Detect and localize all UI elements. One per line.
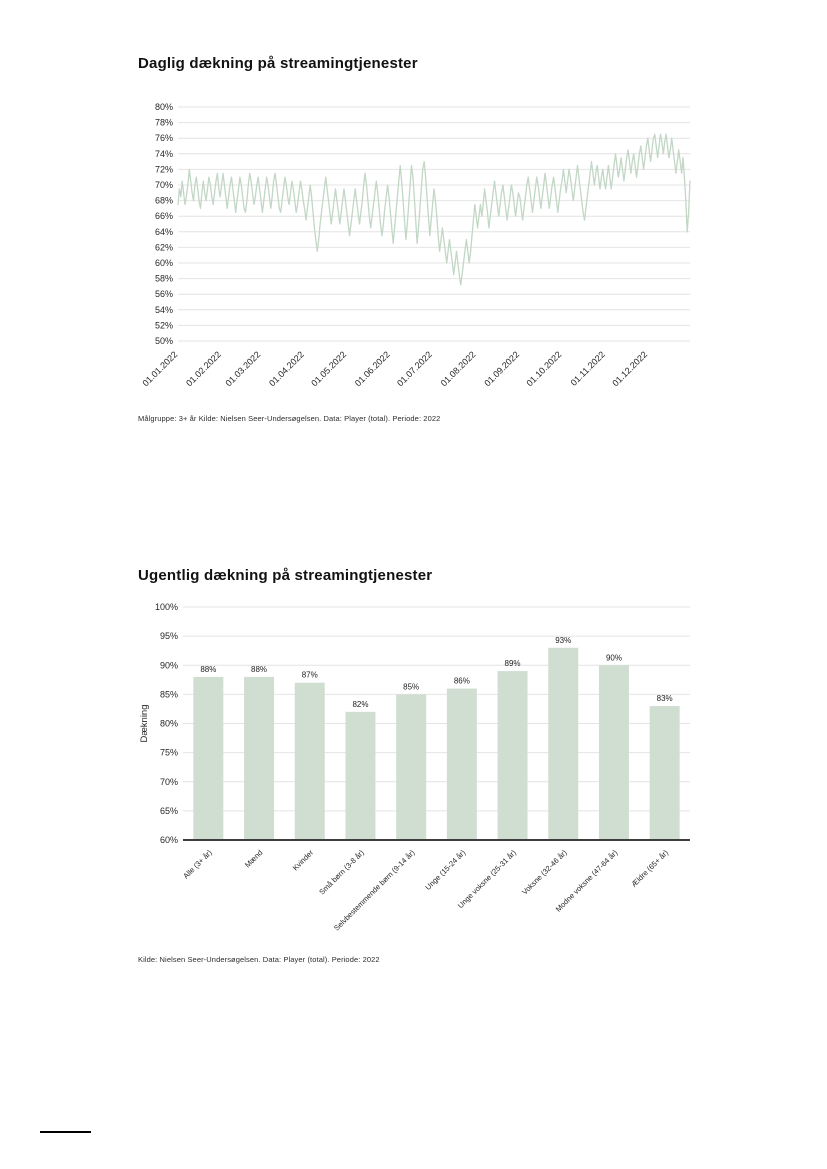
bar: [345, 711, 376, 840]
weekly-chart-footnote: Kilde: Nielsen Seer-Undersøgelsen. Data:…: [138, 955, 380, 964]
bars: [193, 647, 680, 840]
y-tick-label: 65%: [160, 806, 178, 816]
bar: [598, 665, 629, 840]
bar: [497, 671, 528, 840]
y-tick-label: 74%: [155, 149, 173, 159]
bar: [193, 676, 224, 840]
y-tick-labels: 100% 95% 90% 85% 80% 75% 70% 65% 60%: [155, 602, 178, 845]
x-category-label: Ældre (65+ år): [629, 848, 670, 889]
y-tick-label: 60%: [155, 258, 173, 268]
x-tick-label: 01.09.2022: [482, 349, 521, 388]
bar: [649, 706, 680, 840]
x-category-label: Selvbestemmende børn (9-14 år): [332, 848, 417, 933]
weekly-coverage-bar-chart: 100% 95% 90% 85% 80% 75% 70% 65% 60% 88% 88% 87% 82%…: [139, 602, 690, 933]
bar: [396, 694, 427, 840]
y-tick-label: 56%: [155, 289, 173, 299]
bar-value-label: 86%: [454, 677, 470, 686]
bar-value-label: 85%: [403, 682, 419, 691]
bar-value-label: 83%: [657, 694, 673, 703]
x-tick-label: 01.04.2022: [267, 349, 306, 388]
x-tick-label: 01.01.2022: [140, 349, 179, 388]
x-category-label: Unge voksne (25-31 år): [456, 848, 518, 910]
y-tick-label: 78%: [155, 118, 173, 128]
bar-value-label: 93%: [555, 636, 571, 645]
y-tick-label: 70%: [160, 777, 178, 787]
daily-coverage-line-chart: 80% 78% 76% 74% 72% 70% 68% 66% 64% 62% 60% 58% 56% 5…: [140, 102, 691, 388]
x-category-label: Kvinder: [291, 848, 316, 873]
y-tick-label: 58%: [155, 274, 173, 284]
x-tick-label: 01.05.2022: [309, 349, 348, 388]
x-category-label: Voksne (32-46 år): [520, 848, 569, 897]
y-tick-label: 90%: [160, 660, 178, 670]
bar-value-label: 89%: [505, 659, 521, 668]
x-tick-label: 01.08.2022: [439, 349, 478, 388]
daily-chart-title: Daglig dækning på streamingtjenester: [138, 55, 418, 72]
footer-rule: [40, 1131, 91, 1133]
y-tick-label: 66%: [155, 211, 173, 221]
y-tick-label: 75%: [160, 748, 178, 758]
y-tick-labels: 80% 78% 76% 74% 72% 70% 68% 66% 64% 62% 60% 58% 56% 5…: [155, 102, 173, 346]
bar: [446, 688, 477, 840]
bar-value-label: 87%: [302, 671, 318, 680]
y-tick-label: 70%: [155, 180, 173, 190]
daily-coverage-series: [177, 133, 691, 286]
x-category-label: Små børn (3-8 år): [317, 848, 366, 897]
x-tick-label: 01.10.2022: [524, 349, 563, 388]
bar: [244, 676, 275, 840]
x-category-label: Mænd: [243, 848, 264, 869]
x-tick-label: 01.06.2022: [353, 349, 392, 388]
bar-value-label: 90%: [606, 653, 622, 662]
weekly-chart-title: Ugentlig dækning på streamingtjenester: [138, 567, 433, 584]
y-tick-label: 52%: [155, 320, 173, 330]
y-tick-label: 50%: [155, 336, 173, 346]
x-tick-label: 01.12.2022: [610, 349, 649, 388]
x-category-label: Unge (15-24 år): [423, 848, 467, 892]
bar-value-label: 88%: [251, 665, 267, 674]
x-tick-label: 01.03.2022: [223, 349, 262, 388]
y-tick-label: 64%: [155, 227, 173, 237]
y-tick-label: 85%: [160, 689, 178, 699]
x-tick-label: 01.11.2022: [569, 349, 607, 387]
bar: [548, 647, 579, 840]
x-tick-labels: 01.01.2022 01.02.2022 01.03.2022 01.04.2022…: [140, 349, 649, 388]
y-axis-title: Dækning: [139, 704, 150, 742]
bar-value-label: 88%: [200, 665, 216, 674]
y-gridlines: [178, 106, 690, 342]
x-tick-label: 01.02.2022: [184, 349, 223, 388]
y-tick-label: 54%: [155, 305, 173, 315]
y-tick-label: 80%: [160, 719, 178, 729]
y-tick-label: 95%: [160, 631, 178, 641]
bar: [294, 682, 325, 840]
bar-value-labels: 88% 88% 87% 82% 85% 86% 89% 93% 90% 83%: [200, 636, 672, 709]
x-category-label: Alle (3+ år): [181, 848, 214, 881]
x-tick-label: 01.07.2022: [395, 349, 434, 388]
y-tick-label: 68%: [155, 196, 173, 206]
x-category-labels: Alle (3+ år) Mænd Kvinder Små børn (3-8 år)…: [181, 848, 670, 933]
y-tick-label: 62%: [155, 242, 173, 252]
y-tick-label: 76%: [155, 133, 173, 143]
y-tick-label: 72%: [155, 164, 173, 174]
daily-chart-footnote: Målgruppe: 3+ år Kilde: Nielsen Seer-Und…: [138, 414, 441, 423]
y-tick-label: 60%: [160, 835, 178, 845]
y-tick-label: 80%: [155, 102, 173, 112]
bar-value-label: 82%: [352, 700, 368, 709]
y-tick-label: 100%: [155, 602, 178, 612]
